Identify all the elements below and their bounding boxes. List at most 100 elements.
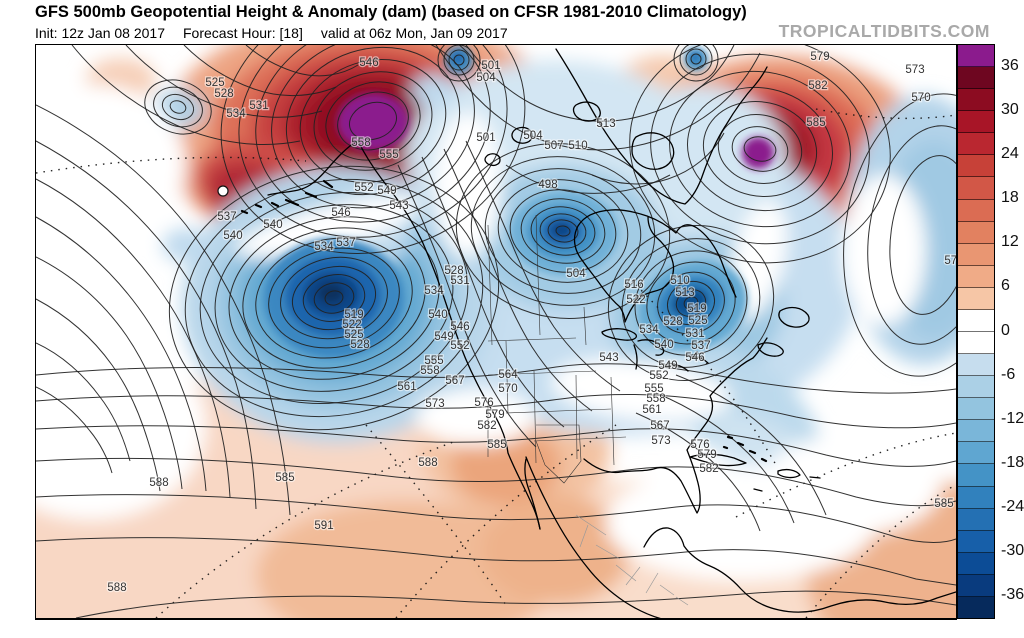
- colorbar-labels: 36 30 24 18 12 6 0 -6 -12 -18 -24 -30 -36: [1001, 44, 1024, 617]
- colorbar-segment: [958, 530, 994, 553]
- contour-label: 519: [687, 303, 706, 315]
- contour-label: 504: [476, 72, 496, 84]
- latlon-gridlines: [36, 108, 956, 618]
- contour-label: 582: [477, 420, 496, 432]
- colorbar-segment: [958, 354, 994, 377]
- colorbar-segment: [958, 309, 994, 333]
- colorbar-segment: [958, 508, 994, 531]
- colorbar-tick-label: -36: [1001, 585, 1024, 603]
- contour-label: 555: [644, 383, 663, 395]
- colorbar-segment: [958, 111, 994, 134]
- contour-label: 522: [342, 319, 361, 331]
- anomaly-cores: [264, 46, 774, 358]
- colorbar-segment: [958, 243, 994, 266]
- contour-label: 537: [336, 237, 355, 249]
- map-canvas: 525 528 531 534 537 540 540 546 555 558 552 549 543 5…: [35, 44, 957, 620]
- contour-label: 546: [450, 321, 469, 333]
- contour-label: 555: [424, 355, 443, 367]
- colorbar-tick-label: 18: [1001, 189, 1019, 207]
- contour-label: 525: [205, 77, 224, 89]
- contour-label: 534: [226, 108, 246, 120]
- colorbar-segment: [958, 332, 994, 355]
- contour-label: 531: [450, 275, 469, 287]
- colorbar-segment: [958, 398, 994, 421]
- colorbar-tick-label: 12: [1001, 233, 1019, 251]
- contour-label: 585: [487, 439, 506, 451]
- contour-label: 588: [107, 582, 126, 594]
- colorbar-segment: [958, 552, 994, 575]
- colorbar-tick-label: 24: [1001, 145, 1019, 163]
- contour-label: 540: [654, 339, 673, 351]
- contour-label: 561: [642, 404, 661, 416]
- contour-label: 564: [498, 369, 518, 381]
- colorbar-segment: [958, 574, 994, 597]
- contour-label: 582: [699, 463, 718, 475]
- contour-label: 525: [688, 315, 707, 327]
- contour-label: 546: [331, 207, 350, 219]
- contour-label: 567: [445, 375, 464, 387]
- contour-lines: [36, 45, 956, 618]
- colorbar-segment: [958, 133, 994, 156]
- contour-label: 561: [397, 381, 416, 393]
- colorbar-segment: [958, 420, 994, 443]
- colorbar-tick-label: -24: [1001, 497, 1024, 515]
- valid-time: valid at 06z Mon, Jan 09 2017: [320, 25, 508, 41]
- contour-label: 549: [434, 331, 453, 343]
- contour-label: 504: [523, 130, 543, 142]
- contour-label: 576: [690, 439, 709, 451]
- colorbar-segment: [958, 464, 994, 487]
- contour-label: 573: [651, 435, 670, 447]
- contour-label: 555: [379, 149, 398, 161]
- contour-label: 588: [418, 457, 437, 469]
- contour-label: 510: [568, 140, 587, 152]
- contour-label: 534: [639, 324, 659, 336]
- contour-label: 576: [474, 397, 493, 409]
- contour-label: 570: [911, 92, 930, 104]
- contour-label: 552: [649, 370, 668, 382]
- colorbar-segment: [958, 287, 994, 310]
- contour-label: 546: [685, 352, 704, 364]
- contour-label: 528: [444, 265, 463, 277]
- contour-label: 528: [350, 339, 369, 351]
- contour-label: 576: [944, 255, 956, 267]
- colorbar-tick-label: -18: [1001, 453, 1024, 471]
- contour-label: 540: [428, 309, 447, 321]
- colorbar-segment: [958, 486, 994, 509]
- contour-label: 585: [275, 472, 294, 484]
- contour-label: 552: [354, 182, 373, 194]
- contour-label: 498: [538, 179, 557, 191]
- colorbar-segment: [958, 177, 994, 200]
- contour-label: 558: [646, 393, 665, 405]
- contour-label: 507: [544, 140, 563, 152]
- colorbar-segment: [958, 376, 994, 399]
- contour-label: 534: [314, 241, 334, 253]
- contour-label: 540: [263, 219, 282, 231]
- contour-label: 585: [806, 117, 825, 129]
- contour-label: 513: [675, 287, 694, 299]
- init-line: Init: 12z Jan 08 2017 Forecast Hour: [18]…: [35, 25, 526, 41]
- colorbar-segment: [958, 89, 994, 112]
- contour-label: 573: [905, 64, 924, 76]
- contour-label: 537: [217, 211, 236, 223]
- colorbar-tick-label: 30: [1001, 101, 1019, 119]
- colorbar-segment: [958, 67, 994, 90]
- station-circle: [217, 185, 229, 197]
- colorbar-segment: [958, 45, 994, 68]
- contour-label: 549: [377, 185, 396, 197]
- contour-label: 543: [599, 352, 618, 364]
- contour-label: 534: [424, 285, 444, 297]
- contour-label: 549: [658, 360, 677, 372]
- colorbar-tick-label: 36: [1001, 57, 1019, 75]
- contour-label: 537: [691, 340, 710, 352]
- colorbar-segment: [958, 265, 994, 288]
- colorbar-segment: [958, 155, 994, 178]
- contour-label: 504: [566, 268, 586, 280]
- contour-label: 516: [624, 279, 643, 291]
- contour-label: 519: [344, 309, 363, 321]
- forecast-hour: Forecast Hour: [18]: [183, 25, 303, 41]
- contour-label: 570: [498, 383, 517, 395]
- colorbar-segment: [958, 596, 994, 619]
- colorbar-tick-label: -30: [1001, 541, 1024, 559]
